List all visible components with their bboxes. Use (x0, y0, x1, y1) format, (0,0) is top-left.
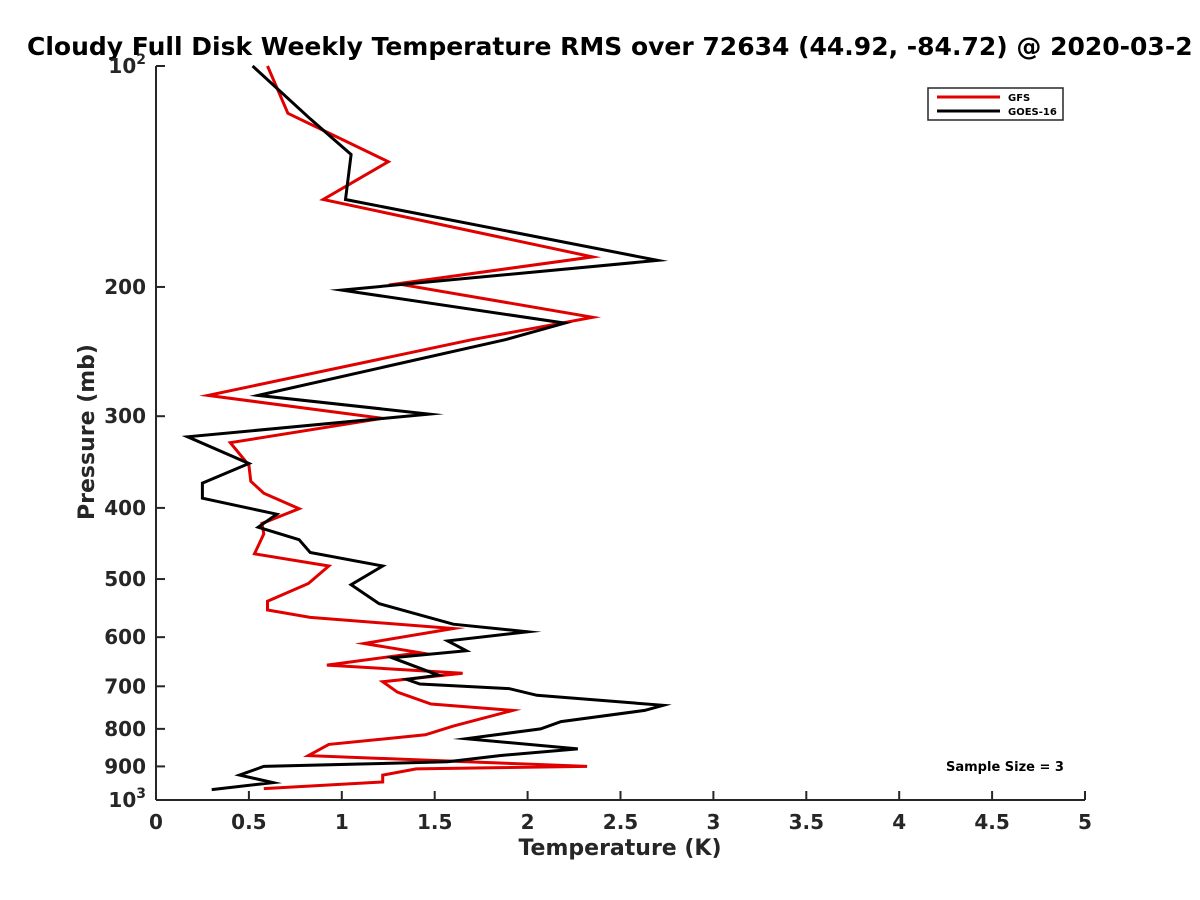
y-axis-label: Pressure (mb) (75, 344, 100, 520)
x-tick-label: 5 (1078, 810, 1092, 834)
y-tick-label: 500 (104, 567, 146, 591)
y-tick-label: 300 (104, 404, 146, 428)
y-tick-label: 600 (104, 625, 146, 649)
chart-title: Cloudy Full Disk Weekly Temperature RMS … (27, 32, 1193, 61)
y-tick-label: 103 (108, 786, 146, 812)
series-layer (181, 64, 672, 792)
y-tick-label: 700 (104, 674, 146, 698)
legend-label: GOES-16 (1008, 107, 1057, 118)
x-tick-label: 1 (335, 810, 349, 834)
y-tick-exponent: 3 (136, 786, 146, 802)
series-line-gfs (199, 65, 602, 791)
y-tick-label: 200 (104, 275, 146, 299)
x-axis-label: Temperature (K) (518, 836, 721, 861)
legend-label: GFS (1008, 93, 1030, 104)
axes: 0 0.5 1 1.5 2 2.5 3 3.5 4 4.5 5 102 200 300 400 500 600 7… (104, 52, 1092, 834)
y-tick-label: 400 (104, 496, 146, 520)
y-tick-label: 900 (104, 754, 146, 778)
sample-size-annotation: Sample Size = 3 (946, 760, 1064, 775)
x-tick-label: 3.5 (789, 810, 824, 834)
legend: GFS GOES-16 (927, 87, 1064, 121)
x-tick-label: 3 (706, 810, 720, 834)
x-tick-label: 2.5 (603, 810, 638, 834)
x-tick-label: 4 (892, 810, 906, 834)
y-tick-exponent: 2 (136, 52, 146, 68)
x-tick-label: 0.5 (231, 810, 266, 834)
series-line-goes-16 (181, 64, 672, 792)
x-tick-label: 2 (521, 810, 535, 834)
y-tick-label: 102 (108, 52, 146, 78)
legend-box (927, 87, 1064, 121)
x-tick-label: 0 (149, 810, 163, 834)
x-tick-label: 4.5 (974, 810, 1009, 834)
y-tick-label: 800 (104, 717, 146, 741)
x-tick-label: 1.5 (417, 810, 452, 834)
